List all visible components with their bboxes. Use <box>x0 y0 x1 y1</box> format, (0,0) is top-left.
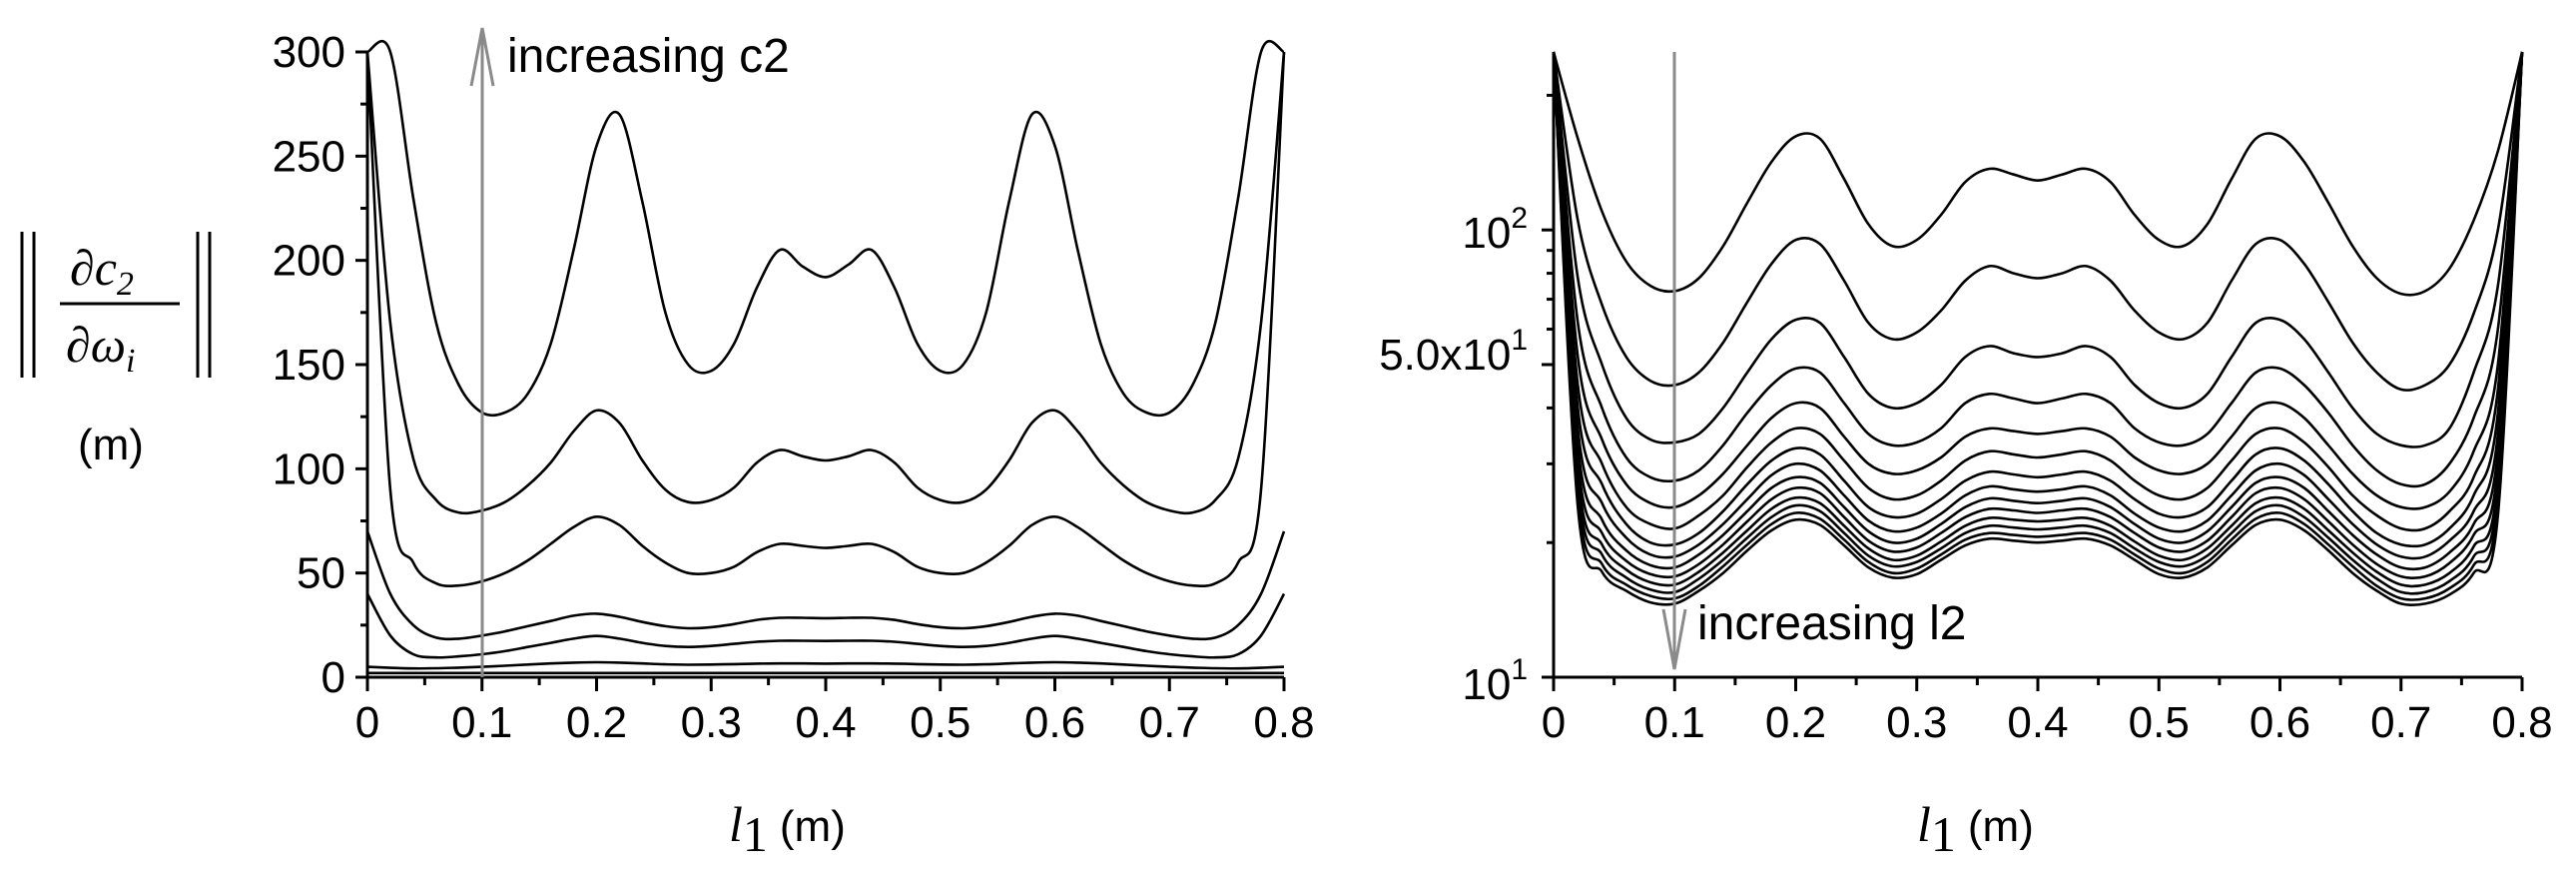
curve-1-7 <box>1554 52 2522 558</box>
x-tick-label: 0.7 <box>2370 698 2431 747</box>
ylabel-unit: (m) <box>78 421 144 469</box>
y-tick-label: 300 <box>273 28 345 77</box>
curve-1-0 <box>1554 52 2522 295</box>
curve-0-1 <box>367 662 1284 668</box>
right-y-ticks: 101 5.0x101 102 <box>1379 95 1554 709</box>
increasing-l2-label: increasing l2 <box>1697 597 1966 650</box>
increasing-c2-label: increasing c2 <box>507 30 790 83</box>
curve-1-9 <box>1554 52 2522 578</box>
x-tick-label: 0 <box>355 698 379 747</box>
y-tick-label-10-1: 101 <box>1462 653 1528 709</box>
right-chart: 0 0.1 0.2 0.3 0.4 0.5 0.6 0.7 0.8 101 5.0x101 10… <box>1379 52 2552 862</box>
curve-1-4 <box>1554 52 2522 508</box>
right-x-axis-label: l1 (m) <box>1917 796 2034 862</box>
curve-1-2 <box>1554 52 2522 447</box>
curve-0-5 <box>367 52 1284 513</box>
curve-0-6 <box>367 41 1284 416</box>
x-tick-label: 0.6 <box>2250 698 2310 747</box>
right-x-ticks: 0 0.1 0.2 0.3 0.4 0.5 0.6 0.7 0.8 <box>1542 677 2553 747</box>
y-tick-label: 50 <box>297 549 345 598</box>
left-chart: 0 0.1 0.2 0.3 0.4 0.5 0.6 0.7 0.8 0 50 100 150 200 25… <box>22 28 1315 862</box>
x-tick-label: 0.8 <box>1253 698 1314 747</box>
right-plot-curves <box>1554 52 2522 605</box>
x-tick-label: 0.8 <box>2491 698 2552 747</box>
curve-0-4 <box>367 52 1284 586</box>
left-annotation: increasing c2 <box>471 28 790 677</box>
x-tick-label: 0.2 <box>1765 698 1826 747</box>
ylabel-denominator: ∂ωi <box>66 317 135 380</box>
curve-1-12 <box>1554 52 2522 600</box>
left-x-axis-label: l1 (m) <box>729 796 846 862</box>
x-tick-label: 0.4 <box>795 698 856 747</box>
y-tick-label: 200 <box>273 237 345 286</box>
curve-1-5 <box>1554 52 2522 530</box>
x-tick-label: 0.3 <box>1886 698 1947 747</box>
x-tick-label: 0.1 <box>1644 698 1705 747</box>
ylabel-numerator: ∂c2 <box>70 240 134 303</box>
x-tick-label: 0.5 <box>2129 698 2190 747</box>
y-tick-label-5x10-1: 5.0x101 <box>1379 324 1528 380</box>
left-y-axis-label: ∂c2 ∂ωi (m) <box>22 232 210 469</box>
y-tick-label: 100 <box>273 444 345 493</box>
x-tick-label: 0.2 <box>566 698 627 747</box>
x-tick-label: 0 <box>1542 698 1566 747</box>
x-tick-label: 0.6 <box>1024 698 1085 747</box>
left-plot-curves <box>367 41 1284 673</box>
curve-0-2 <box>367 594 1284 658</box>
curve-1-6 <box>1554 52 2522 546</box>
y-tick-label: 0 <box>322 653 345 702</box>
x-tick-label: 0.7 <box>1139 698 1200 747</box>
curve-1-1 <box>1554 52 2522 391</box>
curve-1-10 <box>1554 52 2522 586</box>
x-tick-label: 0.5 <box>910 698 970 747</box>
y-tick-label: 250 <box>273 132 345 181</box>
left-x-ticks: 0 0.1 0.2 0.3 0.4 0.5 0.6 0.7 0.8 <box>355 677 1315 747</box>
y-tick-label-10-2: 102 <box>1462 202 1528 258</box>
left-y-ticks: 0 50 100 150 200 250 300 <box>273 28 367 702</box>
x-tick-label: 0.1 <box>451 698 512 747</box>
y-tick-label: 150 <box>273 341 345 390</box>
x-tick-label: 0.4 <box>2007 698 2068 747</box>
curve-1-3 <box>1554 52 2522 486</box>
x-tick-label: 0.3 <box>681 698 742 747</box>
